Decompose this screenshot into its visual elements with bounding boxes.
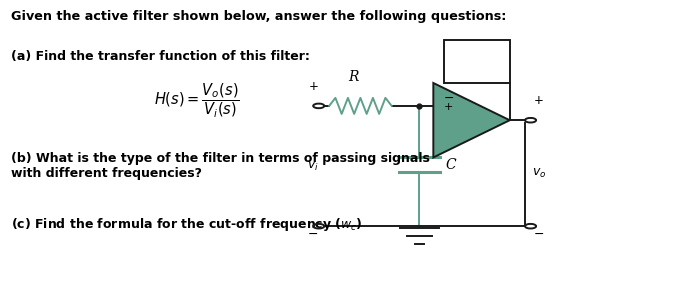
Text: R: R bbox=[348, 70, 358, 84]
Text: (b) What is the type of the filter in terms of passing signals
with different fr: (b) What is the type of the filter in te… bbox=[11, 152, 430, 180]
Text: −: − bbox=[443, 92, 454, 105]
Text: $v_i$: $v_i$ bbox=[307, 159, 319, 173]
Text: C: C bbox=[446, 158, 456, 172]
Text: (c) Find the formula for the cut-off frequency ($w_c$): (c) Find the formula for the cut-off fre… bbox=[11, 216, 363, 233]
Text: (a) Find the transfer function of this filter:: (a) Find the transfer function of this f… bbox=[11, 50, 310, 63]
Text: $H(s) = \dfrac{V_o(s)}{V_i(s)}$: $H(s) = \dfrac{V_o(s)}{V_i(s)}$ bbox=[155, 81, 240, 119]
Polygon shape bbox=[433, 83, 510, 157]
Text: +: + bbox=[444, 102, 454, 112]
Text: $v_o$: $v_o$ bbox=[532, 167, 546, 180]
Bar bbox=[444, 40, 510, 83]
Text: +: + bbox=[308, 80, 318, 93]
Text: −: − bbox=[308, 228, 318, 241]
Text: −: − bbox=[533, 228, 544, 241]
Text: Given the active filter shown below, answer the following questions:: Given the active filter shown below, ans… bbox=[11, 10, 507, 23]
Text: +: + bbox=[534, 94, 544, 107]
